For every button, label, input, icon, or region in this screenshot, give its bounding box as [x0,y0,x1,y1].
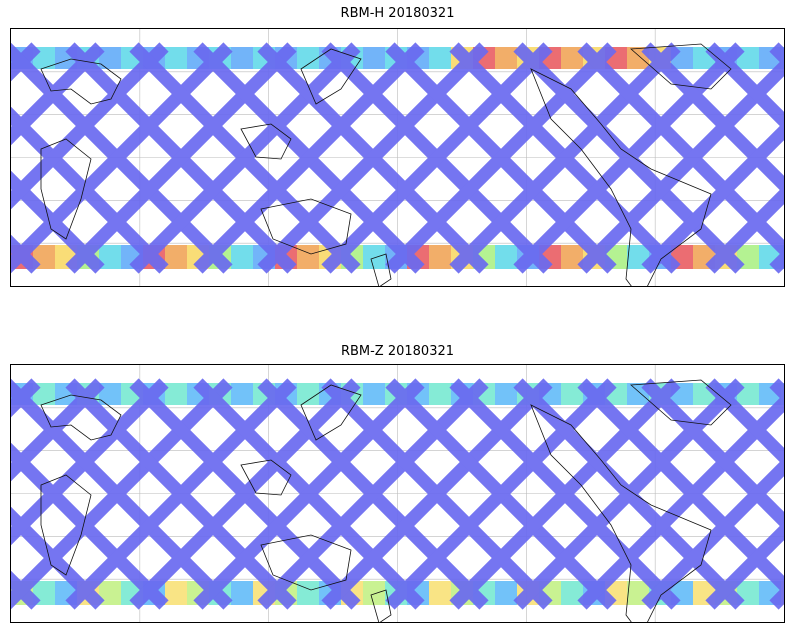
swath-cell [165,383,189,405]
panel-title-rbm-h: RBM-H 20180321 [340,6,455,21]
map-canvas-rbm-h [11,29,784,286]
coastline [530,404,712,622]
orbit-track-descending [449,378,681,610]
orbit-track-descending [129,378,361,610]
orbit-track-descending [11,378,105,482]
orbit-track-descending [705,521,784,610]
coastline [300,384,362,441]
orbit-track-descending [193,378,425,610]
orbit-track-descending [257,378,489,610]
swath-cell [165,245,189,269]
coastline [260,198,352,255]
orbit-track-descending [65,378,297,610]
orbit-track-ascending [705,378,784,467]
orbit-track-descending [11,378,169,546]
swath-cell [165,47,189,69]
orbit-track-descending [11,378,233,610]
orbit-track-ascending [705,42,784,131]
map-canvas-rbm-z [11,365,784,622]
swath-cell [429,383,453,405]
map-panel-rbm-h [10,28,785,287]
coastlines [40,43,732,286]
orbit-track-descending [11,42,169,210]
swath-cell [495,47,519,69]
coastline [40,58,122,105]
orbit-track-descending [321,42,553,274]
orbit-track-descending [11,42,105,146]
orbit-track-descending [193,42,425,274]
orbit-track-descending [385,42,617,274]
orbit-track-descending [641,121,784,274]
swath-cell [363,47,387,69]
coastline [370,253,392,286]
swath-cell [231,383,255,405]
orbit-track-descending [257,42,489,274]
orbit-track-descending [641,457,784,610]
orbit-track-descending [705,185,784,274]
map-panel-rbm-z [10,364,785,623]
swath-cell [297,245,321,269]
swath-cell [99,47,123,69]
orbit-track-descending [65,42,297,274]
swath-cell [297,383,321,405]
coastline [530,68,712,286]
swath-cell [495,383,519,405]
coastline [630,43,732,90]
coastline [40,474,92,576]
orbit-track-descending [449,42,681,274]
orbit-track-descending [577,57,784,274]
orbit-tracks [11,42,784,274]
swath-cell [297,581,321,605]
swath-cell [231,245,255,269]
swath-cell [363,245,387,269]
swath-cell [429,47,453,69]
coastline [630,379,732,426]
swath-cell [231,581,255,605]
swath-cell [429,245,453,269]
orbit-track-descending [577,393,784,610]
orbit-track-descending [321,378,553,610]
panel-title-rbm-z: RBM-Z 20180321 [340,344,455,359]
swath-cell [429,581,453,605]
coastline [240,459,292,496]
coastline [40,138,92,240]
coastline [300,48,362,105]
orbit-track-ascending [11,170,105,274]
orbit-track-descending [513,378,745,610]
coastline [40,394,122,441]
coastline [240,123,292,160]
swath-cell [363,383,387,405]
orbit-track-descending [513,42,745,274]
orbit-track-descending [385,378,617,610]
swath-cell [231,47,255,69]
orbit-track-ascending [11,506,105,610]
orbit-track-descending [129,42,361,274]
swath-cell [363,581,387,605]
coastline [260,534,352,591]
swath-cell [297,47,321,69]
orbit-tracks [11,378,784,610]
swath-cell [165,581,189,605]
swath-cell [99,383,123,405]
coastlines [40,379,732,622]
orbit-track-descending [11,42,233,274]
coastline [370,589,392,622]
